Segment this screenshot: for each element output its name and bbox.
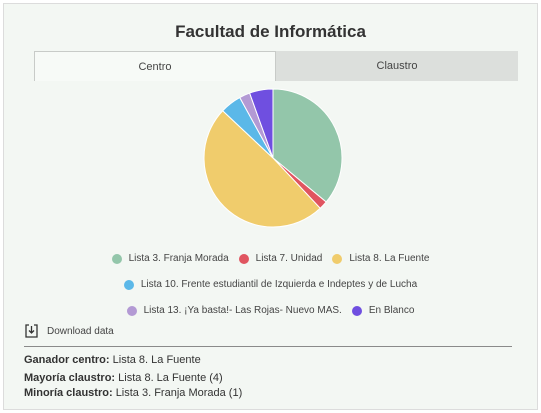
legend-swatch bbox=[123, 279, 134, 290]
pie-slice-5[interactable] bbox=[248, 88, 274, 159]
legend-item-lista-8[interactable]: Lista 8. La Fuente bbox=[332, 253, 429, 264]
minority-value: Lista 3. Franja Morada (1) bbox=[115, 387, 243, 399]
winner-label: Ganador centro: bbox=[24, 354, 110, 366]
legend-row-3: Lista 13. ¡Ya basta!- Las Rojas- Nuevo M… bbox=[0, 305, 541, 316]
legend-swatch bbox=[126, 305, 137, 316]
legend-label: Lista 3. Franja Morada bbox=[128, 253, 229, 264]
majority-line: Mayoría claustro: Lista 8. La Fuente (4) bbox=[24, 372, 223, 384]
tab-bar: Centro Claustro bbox=[34, 51, 518, 81]
legend-label: En Blanco bbox=[368, 305, 415, 316]
majority-label: Mayoría claustro: bbox=[24, 372, 116, 384]
pie-slice-0[interactable] bbox=[272, 88, 343, 203]
legend-swatch bbox=[238, 253, 249, 264]
legend-label: Lista 10. Frente estudiantil de Izquierd… bbox=[140, 279, 418, 290]
legend-row-2: Lista 10. Frente estudiantil de Izquierd… bbox=[0, 279, 541, 290]
pie-slice-2[interactable] bbox=[203, 110, 321, 228]
download-icon bbox=[25, 324, 38, 338]
pie-chart bbox=[203, 88, 343, 228]
page-title: Facultad de Informática bbox=[175, 22, 366, 41]
legend-swatch bbox=[111, 253, 122, 264]
download-label: Download data bbox=[47, 325, 114, 337]
minority-label: Minoría claustro: bbox=[24, 387, 113, 399]
tab-centro[interactable]: Centro bbox=[34, 51, 276, 81]
legend-label: Lista 7. Unidad bbox=[255, 253, 323, 264]
tab-claustro[interactable]: Claustro bbox=[276, 51, 518, 81]
legend-swatch bbox=[351, 305, 362, 316]
majority-value: Lista 8. La Fuente (4) bbox=[118, 372, 223, 384]
legend-row-1: Lista 3. Franja Morada Lista 7. Unidad L… bbox=[0, 253, 541, 264]
winner-line: Ganador centro: Lista 8. La Fuente bbox=[24, 354, 201, 366]
winner-value: Lista 8. La Fuente bbox=[112, 354, 201, 366]
results-card: Facultad de Informática Centro Claustro bbox=[3, 3, 538, 410]
legend-item-lista-13[interactable]: Lista 13. ¡Ya basta!- Las Rojas- Nuevo M… bbox=[126, 305, 342, 316]
legend-item-lista-3[interactable]: Lista 3. Franja Morada bbox=[111, 253, 229, 264]
divider bbox=[24, 346, 512, 347]
legend-item-en-blanco[interactable]: En Blanco bbox=[351, 305, 415, 316]
legend-item-lista-10[interactable]: Lista 10. Frente estudiantil de Izquierd… bbox=[123, 279, 418, 290]
legend-label: Lista 8. La Fuente bbox=[349, 253, 430, 264]
legend-swatch bbox=[332, 253, 343, 264]
download-data-button[interactable]: Download data bbox=[25, 324, 114, 338]
legend-label: Lista 13. ¡Ya basta!- Las Rojas- Nuevo M… bbox=[143, 305, 342, 316]
legend-item-lista-7[interactable]: Lista 7. Unidad bbox=[238, 253, 323, 264]
minority-line: Minoría claustro: Lista 3. Franja Morada… bbox=[24, 387, 242, 399]
